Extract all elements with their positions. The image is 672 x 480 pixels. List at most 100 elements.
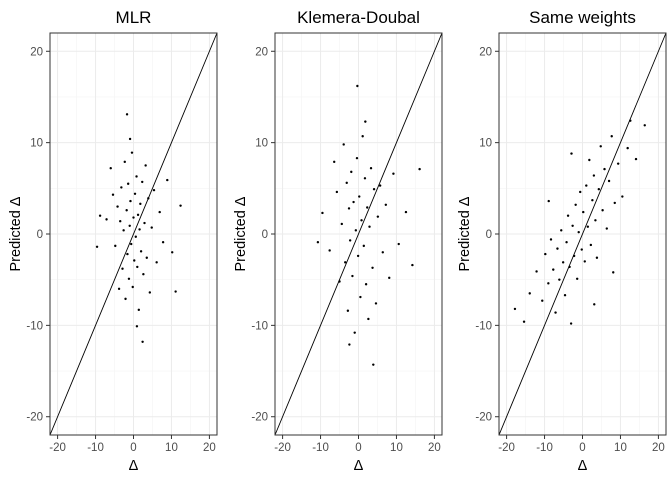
scatter-point bbox=[105, 218, 108, 221]
x-tick-label: -20 bbox=[498, 442, 515, 454]
scatter-point bbox=[356, 84, 359, 88]
scatter-point bbox=[348, 239, 352, 242]
scatter-point bbox=[579, 190, 582, 194]
scatter-point bbox=[145, 256, 148, 259]
scatter-point bbox=[561, 261, 565, 264]
scatter-point bbox=[565, 241, 568, 244]
scatter-point bbox=[116, 205, 119, 208]
scatter-point bbox=[148, 291, 152, 294]
scatter-point bbox=[580, 248, 583, 251]
scatter-point bbox=[601, 209, 604, 212]
x-axis-label-same-weights: Δ bbox=[578, 458, 588, 474]
scatter-point bbox=[126, 182, 130, 185]
scatter-point bbox=[321, 211, 324, 215]
scatter-point bbox=[583, 260, 586, 263]
scatter-point bbox=[158, 210, 161, 214]
scatter-point bbox=[571, 224, 574, 227]
scatter-point bbox=[338, 280, 341, 283]
scatter-point bbox=[574, 203, 577, 206]
y-tick-label: 10 bbox=[30, 138, 43, 150]
x-tick-label: 20 bbox=[203, 442, 216, 454]
x-tick-label: 20 bbox=[652, 442, 665, 454]
y-tick-label: -20 bbox=[26, 412, 43, 424]
scatter-point bbox=[612, 271, 615, 274]
scatter-point bbox=[132, 216, 135, 219]
y-tick-label: 0 bbox=[486, 229, 492, 241]
scatter-point bbox=[572, 254, 576, 258]
scatter-point bbox=[135, 175, 138, 178]
y-tick-label: 0 bbox=[37, 229, 43, 241]
scatter-point bbox=[114, 244, 117, 248]
scatter-point bbox=[347, 207, 351, 210]
ticks-mlr: -20 -10 0 10 20 -20 -10 0 10 20 bbox=[26, 46, 215, 454]
ticks-klemera-doubal: -20 -10 0 10 20 -20 -10 0 10 20 bbox=[251, 46, 440, 454]
scatter-point bbox=[522, 320, 526, 323]
scatter-points-same-weights bbox=[513, 119, 646, 325]
identity-line bbox=[274, 32, 443, 436]
scatter-point bbox=[621, 195, 624, 198]
scatter-point bbox=[577, 230, 580, 234]
scatter-point bbox=[136, 265, 139, 269]
scatter-point bbox=[120, 186, 123, 189]
x-tick-label: -10 bbox=[536, 442, 553, 454]
y-tick-label: -10 bbox=[26, 320, 43, 332]
scatter-point bbox=[418, 167, 421, 171]
y-tick-label: 10 bbox=[255, 138, 268, 150]
scatter-point bbox=[593, 303, 596, 306]
scatter-point bbox=[594, 219, 597, 222]
scatter-point bbox=[513, 307, 517, 311]
scatter-point bbox=[355, 156, 359, 160]
scatter-point bbox=[556, 247, 559, 250]
x-tick-label: 20 bbox=[428, 442, 441, 454]
scatter-point bbox=[595, 256, 599, 259]
scatter-point bbox=[388, 276, 391, 280]
scatter-point bbox=[135, 325, 139, 328]
scatter-point bbox=[563, 294, 567, 297]
scatter-point bbox=[128, 137, 132, 141]
scatter-point bbox=[141, 180, 144, 184]
identity-line bbox=[49, 32, 218, 436]
scatter-point bbox=[547, 199, 550, 203]
scatter-point bbox=[364, 120, 367, 123]
scatter-point bbox=[111, 193, 115, 196]
scatter-point bbox=[566, 214, 570, 217]
y-tick-label: -20 bbox=[251, 412, 268, 424]
scatter-point bbox=[560, 229, 563, 232]
scatter-point bbox=[119, 220, 122, 223]
x-tick-label: -10 bbox=[312, 442, 329, 454]
scatter-point bbox=[147, 197, 150, 200]
scatter-point bbox=[152, 188, 156, 192]
scatter-point bbox=[138, 228, 141, 231]
scatter-point bbox=[378, 184, 382, 187]
y-tick-label: -10 bbox=[475, 320, 492, 332]
x-tick-label: 10 bbox=[165, 442, 178, 454]
scatter-point bbox=[404, 210, 408, 214]
scatter-point bbox=[541, 299, 544, 302]
scatter-point bbox=[552, 268, 555, 271]
y-tick-label: 0 bbox=[262, 229, 268, 241]
scatter-point bbox=[368, 225, 371, 228]
scatter-point bbox=[591, 198, 594, 202]
scatter-point bbox=[350, 170, 353, 174]
scatter-point bbox=[142, 273, 145, 276]
scatter-point bbox=[603, 167, 606, 171]
scatter-point bbox=[109, 167, 112, 170]
scatter-point bbox=[360, 219, 363, 222]
scatter-point bbox=[547, 282, 550, 285]
scatter-point bbox=[361, 135, 364, 138]
scatter-point bbox=[166, 178, 169, 182]
y-axis-label-same-weights: Predicted Δ bbox=[457, 196, 473, 271]
scatter-point bbox=[130, 151, 134, 154]
scatter-point bbox=[117, 287, 121, 291]
scatter-point bbox=[346, 309, 350, 312]
y-tick-label: 20 bbox=[255, 46, 268, 58]
scatter-point bbox=[353, 331, 356, 334]
scatter-point bbox=[592, 174, 596, 177]
identity-line bbox=[498, 32, 667, 436]
x-tick-label: 10 bbox=[614, 442, 627, 454]
x-tick-label: 10 bbox=[390, 442, 403, 454]
scatter-point bbox=[392, 172, 395, 175]
x-axis-label-mlr: Δ bbox=[129, 458, 139, 474]
scatter-point bbox=[358, 195, 361, 198]
